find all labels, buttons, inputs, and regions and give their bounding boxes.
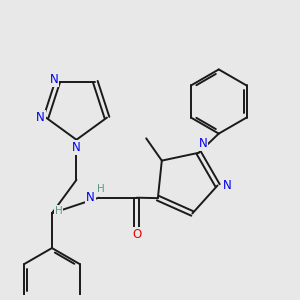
- Text: N: N: [86, 191, 95, 204]
- Text: N: N: [50, 73, 58, 86]
- Text: N: N: [72, 141, 81, 154]
- Text: N: N: [36, 111, 45, 124]
- Text: O: O: [132, 228, 141, 241]
- Text: H: H: [97, 184, 105, 194]
- Text: H: H: [55, 206, 62, 216]
- Text: N: N: [223, 179, 232, 192]
- Text: N: N: [199, 137, 208, 150]
